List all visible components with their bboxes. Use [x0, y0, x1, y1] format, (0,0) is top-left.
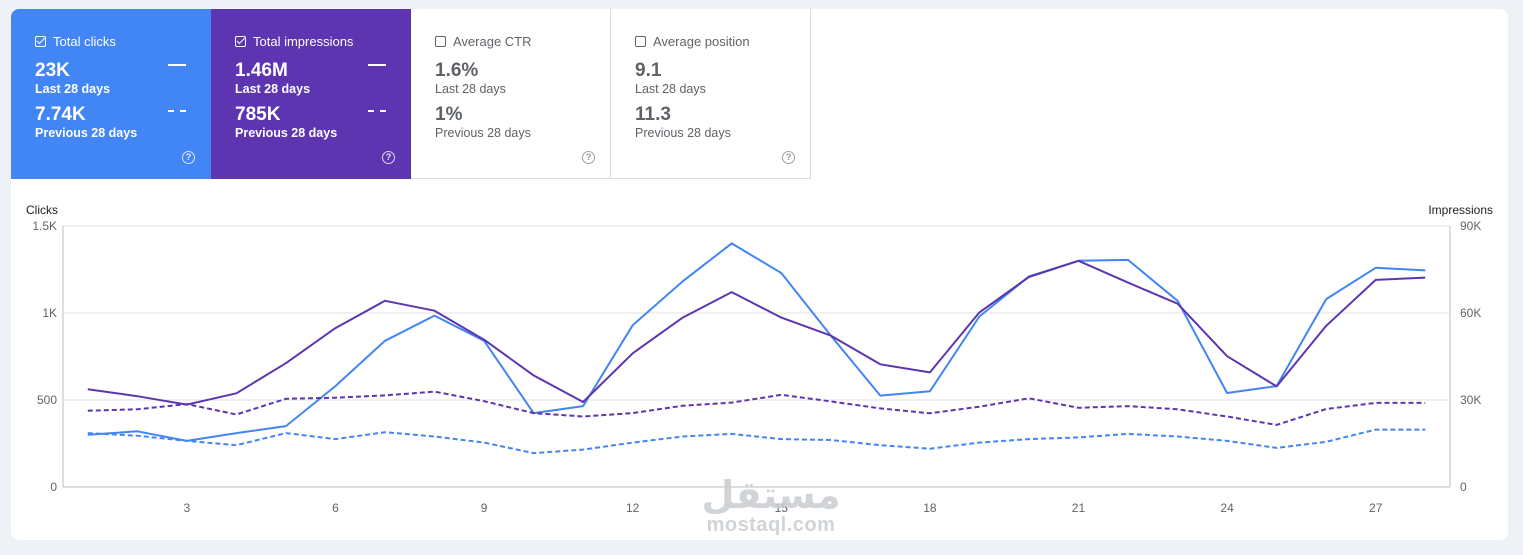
previous-value: 1%	[435, 104, 463, 125]
previous-value: 7.74K	[35, 104, 86, 125]
card-title: Average position	[653, 33, 750, 49]
current-period: Last 28 days	[35, 82, 111, 96]
performance-chart[interactable]: Clicks Impressions 0 0 500 30K 1K 60K 1.5K 90K 3…	[11, 9, 1508, 540]
series-line	[87, 428, 1426, 455]
dashed-line-legend-icon	[168, 110, 186, 112]
current-period: Last 28 days	[435, 82, 506, 96]
x-tick-label: 3	[183, 501, 190, 515]
solid-line-legend-icon	[168, 64, 186, 66]
y-axis-label-right: Impressions	[1428, 203, 1493, 217]
checkbox-checked-icon[interactable]	[35, 35, 46, 47]
help-icon[interactable]: ?	[382, 151, 395, 164]
series-lines	[87, 242, 1426, 455]
watermark-logo: مستقل mostaql.com	[691, 475, 851, 535]
x-tick-label: 6	[332, 501, 339, 515]
x-tick-label: 9	[481, 501, 488, 515]
x-tick-label: 21	[1072, 501, 1086, 515]
watermark-arabic: مستقل	[701, 473, 841, 517]
y-tick-label-left: 1.5K	[32, 219, 57, 233]
previous-value: 785K	[235, 104, 281, 125]
card-title: Average CTR	[453, 33, 532, 49]
help-icon[interactable]: ?	[782, 151, 795, 164]
performance-panel: Total clicks 23K Last 28 days 7.74K Prev…	[11, 9, 1508, 540]
help-icon[interactable]: ?	[582, 151, 595, 164]
current-value: 23K	[35, 60, 70, 81]
card-total-impressions[interactable]: Total impressions 1.46M Last 28 days 785…	[211, 9, 411, 179]
metric-cards: Total clicks 23K Last 28 days 7.74K Prev…	[11, 9, 811, 179]
dashed-line-legend-icon	[368, 110, 386, 112]
current-period: Last 28 days	[635, 82, 706, 96]
x-tick-label: 15	[775, 501, 789, 515]
current-value: 9.1	[635, 60, 662, 81]
solid-line-legend-icon	[368, 64, 386, 66]
previous-period: Previous 28 days	[35, 126, 138, 140]
card-average-ctr[interactable]: Average CTR 1.6% Last 28 days 1% Previou…	[411, 9, 611, 179]
previous-period: Previous 28 days	[635, 126, 731, 140]
series-line	[87, 259, 1426, 406]
y-tick-label-left: 500	[37, 393, 57, 407]
y-tick-label-left: 0	[50, 480, 57, 494]
help-icon[interactable]: ?	[182, 151, 195, 164]
grid	[62, 225, 1451, 488]
x-tick-label: 12	[626, 501, 640, 515]
checkbox-unchecked-icon[interactable]	[435, 35, 446, 47]
x-tick-label: 18	[923, 501, 937, 515]
series-line	[87, 390, 1426, 426]
checkbox-checked-icon[interactable]	[235, 35, 246, 47]
previous-value: 11.3	[635, 104, 671, 125]
series-line	[87, 242, 1426, 442]
current-value: 1.46M	[235, 60, 288, 81]
previous-period: Previous 28 days	[235, 126, 338, 140]
axis-ticks: 0 0 500 30K 1K 60K 1.5K 90K 3 6 9 12 15 18 21 24 27	[32, 219, 1481, 515]
x-tick-label: 24	[1220, 501, 1234, 515]
y-tick-label-right: 60K	[1460, 306, 1481, 320]
previous-period: Previous 28 days	[435, 126, 531, 140]
card-title: Total clicks	[53, 33, 116, 49]
y-tick-label-right: 0	[1460, 480, 1467, 494]
current-period: Last 28 days	[235, 82, 311, 96]
card-average-position[interactable]: Average position 9.1 Last 28 days 11.3 P…	[611, 9, 811, 179]
y-tick-label-left: 1K	[42, 306, 57, 320]
y-axis-label-left: Clicks	[26, 203, 58, 217]
card-total-clicks[interactable]: Total clicks 23K Last 28 days 7.74K Prev…	[11, 9, 211, 179]
y-tick-label-right: 30K	[1460, 393, 1481, 407]
current-value: 1.6%	[435, 60, 479, 81]
y-tick-label-right: 90K	[1460, 219, 1481, 233]
checkbox-unchecked-icon[interactable]	[635, 35, 646, 47]
card-title: Total impressions	[253, 33, 354, 49]
watermark-latin: mostaql.com	[706, 514, 836, 536]
x-tick-label: 27	[1369, 501, 1383, 515]
